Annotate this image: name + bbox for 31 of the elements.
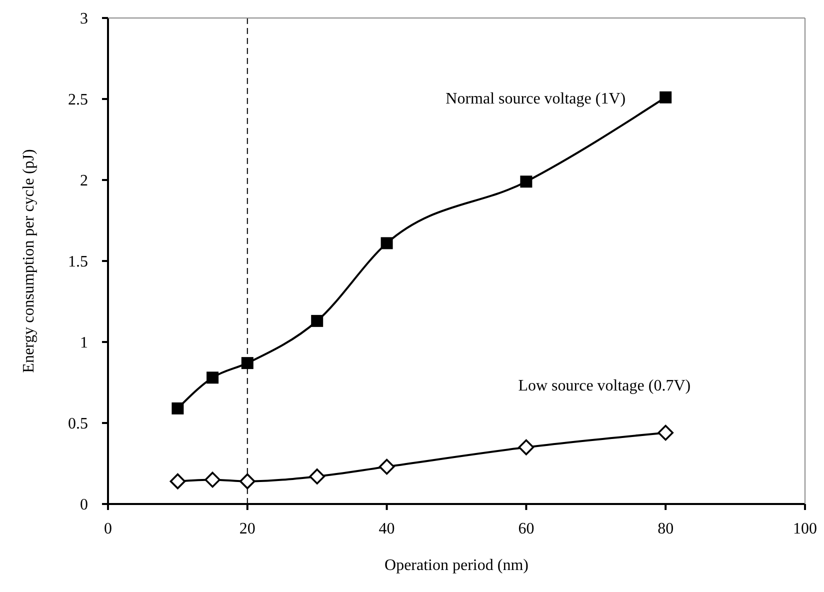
y-tick-label: 0: [80, 496, 88, 514]
x-tick-label: 100: [793, 520, 817, 538]
y-tick-label: 1: [80, 334, 88, 352]
point: [658, 424, 674, 441]
point: [380, 237, 393, 250]
y-tick-label: 3: [80, 10, 88, 28]
point: [520, 176, 532, 188]
point: [311, 314, 324, 327]
text: Low source voltage (0.7V): [518, 378, 691, 395]
point: [240, 473, 256, 490]
x-tick-label: 60: [518, 520, 534, 538]
x-tick-label: 20: [239, 520, 256, 538]
point: [170, 473, 186, 490]
series-label: Normal source voltage (1V): [446, 90, 626, 108]
point: [309, 468, 325, 484]
point: [518, 439, 534, 456]
point: [378, 458, 395, 475]
y-tick-label: 2: [80, 172, 88, 190]
point: [204, 472, 220, 488]
x-tick-label: 0: [104, 520, 112, 538]
x-tick-label: 80: [658, 520, 674, 538]
point: [206, 372, 219, 384]
x-tick-label: 40: [378, 520, 395, 538]
y-tick-label: 0.5: [68, 416, 88, 433]
y-axis-title: Energy consumption per cycle (pJ): [20, 149, 38, 373]
point: [660, 91, 672, 104]
point: [172, 402, 184, 414]
y-tick-label: 2.5: [68, 92, 88, 109]
y-tick-label: 1.5: [68, 254, 88, 271]
point: [241, 357, 254, 370]
x-axis-title: Operation period (nm): [384, 557, 528, 574]
